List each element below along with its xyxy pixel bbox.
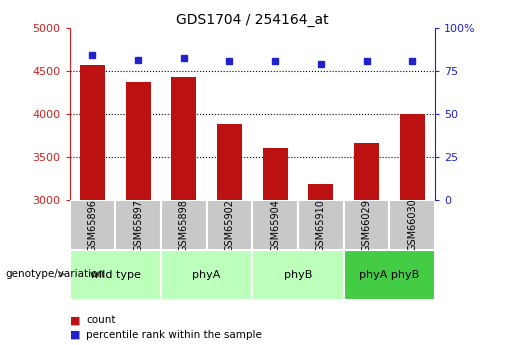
Bar: [161, 200, 207, 250]
Text: wild type: wild type: [90, 270, 141, 280]
Title: GDS1704 / 254164_at: GDS1704 / 254164_at: [176, 12, 329, 27]
Bar: [115, 200, 161, 250]
Bar: [161, 250, 252, 300]
Text: GSM65897: GSM65897: [133, 199, 143, 252]
Text: ■: ■: [70, 330, 80, 339]
Text: percentile rank within the sample: percentile rank within the sample: [86, 330, 262, 339]
Bar: [207, 200, 252, 250]
Bar: [298, 200, 344, 250]
Text: count: count: [86, 315, 115, 325]
Bar: [354, 143, 379, 200]
Text: ■: ■: [70, 315, 80, 325]
Bar: [70, 200, 115, 250]
Text: phyB: phyB: [284, 270, 312, 280]
Text: GSM65896: GSM65896: [88, 199, 97, 252]
Bar: [80, 65, 105, 200]
Bar: [344, 200, 389, 250]
Text: GSM66029: GSM66029: [362, 199, 372, 252]
Bar: [400, 114, 425, 200]
Bar: [252, 200, 298, 250]
Bar: [308, 184, 334, 200]
Bar: [171, 77, 196, 200]
Bar: [389, 200, 435, 250]
Text: GSM65902: GSM65902: [225, 199, 234, 252]
Text: phyA: phyA: [193, 270, 221, 280]
Text: GSM66030: GSM66030: [407, 199, 417, 252]
Text: GSM65898: GSM65898: [179, 199, 189, 252]
Text: GSM65904: GSM65904: [270, 199, 280, 252]
Bar: [252, 250, 344, 300]
Bar: [344, 250, 435, 300]
Bar: [217, 124, 242, 200]
Text: genotype/variation: genotype/variation: [5, 269, 104, 279]
Text: phyA phyB: phyA phyB: [359, 270, 420, 280]
Bar: [263, 148, 288, 200]
Text: GSM65910: GSM65910: [316, 199, 326, 252]
Bar: [70, 250, 161, 300]
Bar: [126, 82, 151, 200]
